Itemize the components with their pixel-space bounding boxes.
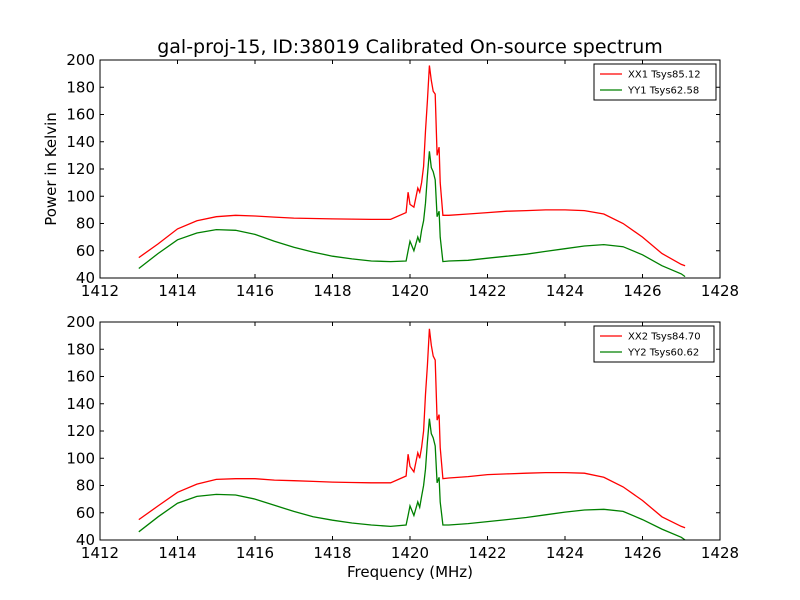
x-tick-label: 1426 — [623, 282, 661, 300]
legend-box — [593, 325, 715, 363]
x-tick-label: 1422 — [468, 544, 506, 562]
x-tick-label: 1422 — [468, 282, 506, 300]
y-tick-label: 60 — [76, 242, 95, 260]
x-tick-label: 1418 — [313, 282, 351, 300]
series-line-1 — [138, 328, 686, 529]
y-tick-label: 40 — [76, 531, 95, 549]
panel-1: 1412 1414 1416 1418 1420 1422 1424 1426 1428 40 60… — [66, 51, 739, 300]
y-tick-label: 160 — [66, 368, 95, 386]
legend-label: XX1 Tsys85.12 — [628, 70, 701, 81]
y-tick-label: 60 — [76, 504, 95, 522]
y-tick-label: 100 — [66, 187, 95, 205]
y-tick-label: 140 — [66, 133, 95, 151]
y-tick-label: 80 — [76, 477, 95, 495]
y-tick-label: 200 — [66, 51, 95, 69]
y-tick-label: 40 — [76, 269, 95, 287]
x-tick-label: 1418 — [313, 544, 351, 562]
series-line-2 — [138, 151, 686, 278]
x-tick-label: 1412 — [81, 544, 119, 562]
x-tick-label: 1416 — [236, 282, 274, 300]
legend: XX1 Tsys85.12 YY1 Tsys62.58 — [593, 63, 717, 101]
x-tick-label: 1412 — [81, 282, 119, 300]
x-tick-label: 1420 — [391, 544, 429, 562]
y-tick-label: 80 — [76, 215, 95, 233]
y-axis-label: Power in Kelvin — [42, 112, 60, 226]
x-tick-label: 1428 — [701, 544, 739, 562]
x-tick-label: 1414 — [158, 544, 196, 562]
y-tick-label: 180 — [66, 78, 95, 96]
x-tick-label: 1428 — [701, 282, 739, 300]
x-tick-label: 1424 — [546, 282, 584, 300]
x-axis-label: Frequency (MHz) — [347, 563, 473, 581]
y-tick-label: 140 — [66, 395, 95, 413]
x-tick-label: 1426 — [623, 544, 661, 562]
figure-title: gal-proj-15, ID:38019 Calibrated On-sour… — [157, 36, 663, 58]
x-tick-label: 1424 — [546, 544, 584, 562]
panel-2: 1412 1414 1416 1418 1420 1422 1424 1426 1428 40 60… — [66, 313, 739, 562]
series-line-1 — [138, 65, 686, 267]
x-tick-label: 1420 — [391, 282, 429, 300]
legend: XX2 Tsys84.70 YY2 Tsys60.62 — [593, 325, 715, 363]
y-tick-label: 200 — [66, 313, 95, 331]
x-tick-label: 1414 — [158, 282, 196, 300]
legend-box — [593, 63, 717, 101]
legend-label: XX2 Tsys84.70 — [628, 332, 701, 343]
y-tick-label: 180 — [66, 340, 95, 358]
y-tick-label: 120 — [66, 160, 95, 178]
legend-label: YY2 Tsys60.62 — [627, 348, 699, 359]
y-tick-label: 100 — [66, 449, 95, 467]
legend-label: YY1 Tsys62.58 — [627, 86, 699, 97]
y-tick-label: 160 — [66, 106, 95, 124]
x-tick-label: 1416 — [236, 544, 274, 562]
series-line-2 — [138, 418, 686, 541]
y-tick-label: 120 — [66, 422, 95, 440]
